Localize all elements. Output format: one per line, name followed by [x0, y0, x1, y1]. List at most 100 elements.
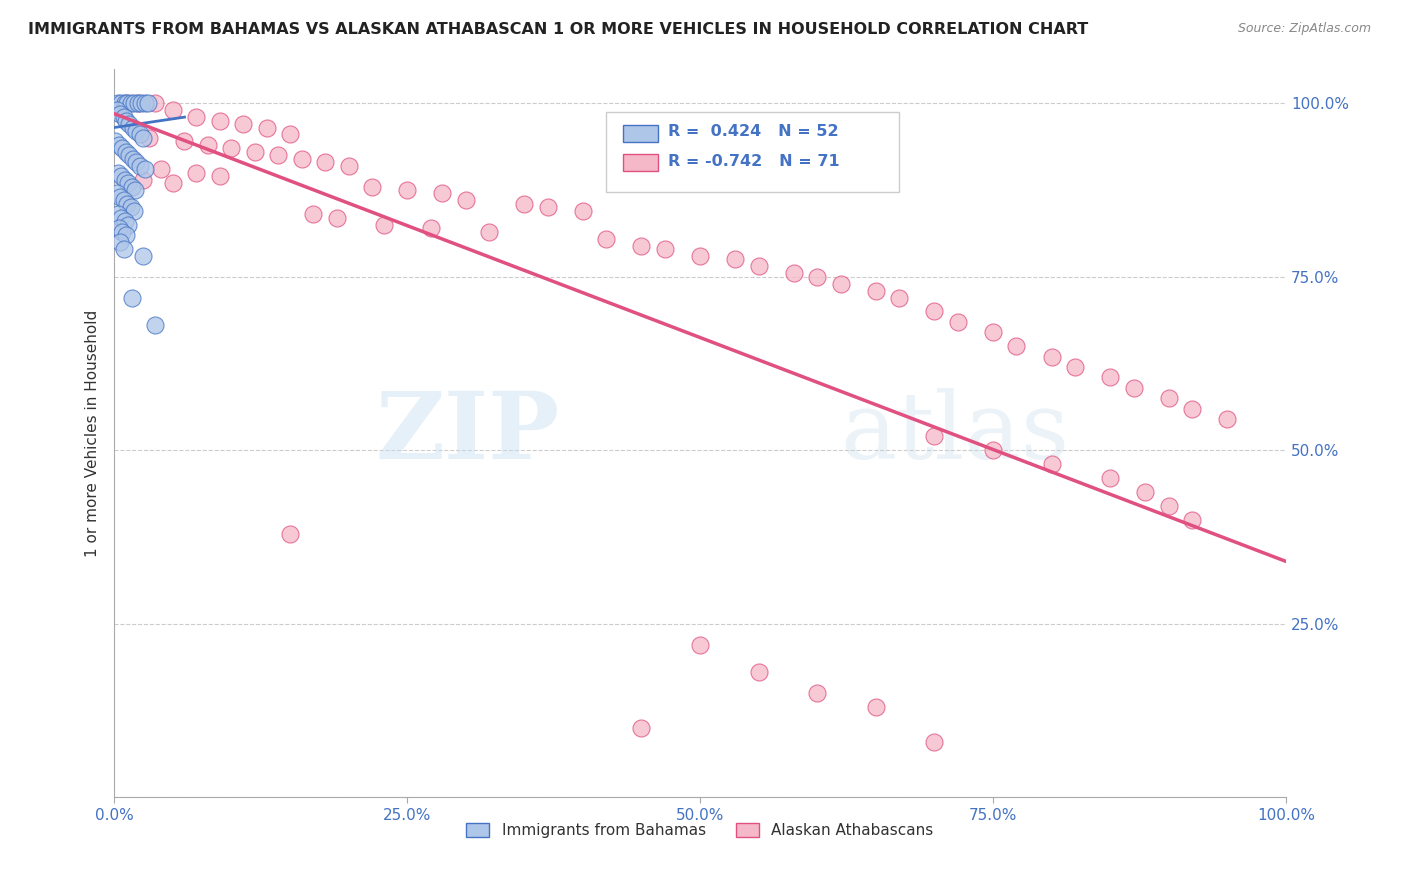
Point — [1099, 370, 1122, 384]
Point — [120, 96, 142, 111]
Point — [143, 96, 166, 111]
Point — [361, 179, 384, 194]
Point — [107, 166, 129, 180]
Point — [108, 137, 131, 152]
Point — [110, 211, 132, 225]
Point — [132, 131, 155, 145]
Point — [1005, 339, 1028, 353]
Point — [125, 124, 148, 138]
Point — [105, 186, 128, 201]
Point — [115, 96, 138, 111]
Point — [232, 117, 254, 131]
Point — [537, 200, 560, 214]
Point — [689, 249, 711, 263]
Point — [115, 228, 138, 243]
Point — [121, 179, 143, 194]
Point — [186, 166, 208, 180]
Point — [689, 638, 711, 652]
Point — [630, 238, 652, 252]
Point — [111, 141, 134, 155]
Point — [162, 103, 184, 118]
Point — [150, 162, 173, 177]
Point — [127, 96, 149, 111]
Point — [173, 135, 195, 149]
Point — [278, 526, 301, 541]
Point — [278, 128, 301, 142]
Point — [129, 128, 152, 142]
Point — [134, 162, 156, 177]
Point — [122, 96, 145, 111]
Point — [107, 96, 129, 111]
Point — [783, 266, 806, 280]
Point — [748, 665, 770, 680]
Point — [108, 235, 131, 249]
Point — [513, 197, 536, 211]
Point — [830, 277, 852, 291]
Text: atlas: atlas — [841, 388, 1070, 478]
Point — [1157, 499, 1180, 513]
Point — [924, 429, 946, 443]
Point — [432, 186, 454, 201]
Point — [129, 159, 152, 173]
Point — [197, 137, 219, 152]
Point — [302, 207, 325, 221]
Point — [115, 96, 138, 111]
Point — [108, 221, 131, 235]
Point — [132, 249, 155, 263]
Point — [105, 103, 128, 118]
Point — [162, 176, 184, 190]
Point — [132, 172, 155, 186]
Point — [1135, 485, 1157, 500]
Point — [630, 721, 652, 735]
Point — [120, 200, 142, 214]
Point — [572, 203, 595, 218]
Point — [326, 211, 349, 225]
Point — [112, 242, 135, 256]
Point — [122, 203, 145, 218]
Point — [134, 96, 156, 111]
Point — [104, 135, 127, 149]
Point — [981, 443, 1004, 458]
Point — [924, 304, 946, 318]
Point — [654, 242, 676, 256]
Point — [419, 221, 441, 235]
Point — [129, 96, 152, 111]
Point — [748, 260, 770, 274]
Text: ZIP: ZIP — [375, 388, 560, 478]
Point — [115, 197, 138, 211]
Point — [221, 141, 243, 155]
Point — [138, 131, 160, 145]
Point — [981, 326, 1004, 340]
Point — [117, 218, 139, 232]
Point — [1181, 401, 1204, 416]
Point — [924, 735, 946, 749]
Point — [111, 225, 134, 239]
Point — [125, 155, 148, 169]
Point — [110, 169, 132, 183]
Point — [806, 686, 828, 700]
Point — [1040, 350, 1063, 364]
Point — [108, 190, 131, 204]
Point — [1040, 457, 1063, 471]
Point — [1122, 381, 1144, 395]
Point — [1157, 391, 1180, 405]
Point — [117, 176, 139, 190]
Point — [1099, 471, 1122, 485]
Point — [373, 218, 395, 232]
Legend: Immigrants from Bahamas, Alaskan Athabascans: Immigrants from Bahamas, Alaskan Athabas… — [460, 817, 939, 845]
Point — [806, 269, 828, 284]
Point — [208, 169, 231, 183]
Point — [114, 214, 136, 228]
Point — [121, 291, 143, 305]
Point — [595, 231, 617, 245]
Point — [243, 145, 266, 159]
Point — [314, 155, 336, 169]
Point — [946, 315, 969, 329]
Text: IMMIGRANTS FROM BAHAMAS VS ALASKAN ATHABASCAN 1 OR MORE VEHICLES IN HOUSEHOLD CO: IMMIGRANTS FROM BAHAMAS VS ALASKAN ATHAB… — [28, 22, 1088, 37]
Text: Source: ZipAtlas.com: Source: ZipAtlas.com — [1237, 22, 1371, 36]
Point — [118, 117, 141, 131]
Point — [114, 172, 136, 186]
Point — [337, 159, 360, 173]
Point — [124, 183, 146, 197]
Text: R =  0.424   N = 52: R = 0.424 N = 52 — [668, 125, 839, 139]
